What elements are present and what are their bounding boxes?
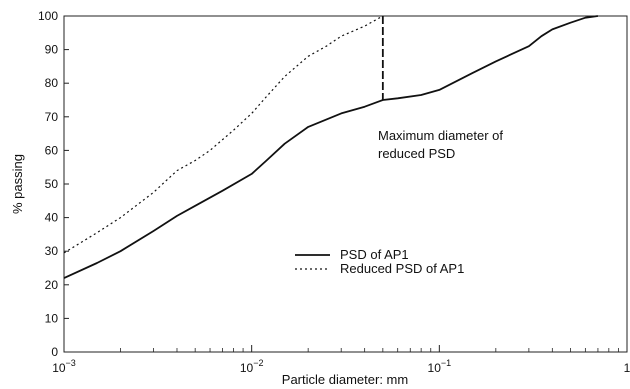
series-line-1 <box>63 15 599 279</box>
y-tick-label: 50 <box>45 177 59 191</box>
legend-label-psd: PSD of AP1 <box>340 247 409 262</box>
y-axis-ticks: 0 10 20 30 40 50 60 70 80 90 100 <box>38 9 69 359</box>
legend: PSD of AP1 Reduced PSD of AP1 <box>295 247 464 276</box>
y-tick-label: 0 <box>51 345 58 359</box>
x-axis-ticks: 10−3 10−2 10−1 1 <box>52 345 630 375</box>
x-tick-label: 10−1 <box>428 358 452 375</box>
y-tick-label: 40 <box>45 211 59 225</box>
y-tick-label: 80 <box>45 76 59 90</box>
series-line-2 <box>63 15 384 254</box>
x-axis-label: Particle diameter: mm <box>282 372 408 387</box>
y-tick-label: 100 <box>38 9 58 23</box>
annotation-line-1: Maximum diameter of <box>378 128 503 143</box>
x-tick-label: 10−2 <box>240 358 264 375</box>
y-axis-label: % passing <box>10 154 25 214</box>
plot-frame <box>63 15 628 353</box>
series-layer <box>63 15 599 279</box>
annotation-text: Maximum diameter of reduced PSD <box>378 128 507 161</box>
y-tick-label: 10 <box>45 311 59 325</box>
y-tick-label: 20 <box>45 278 59 292</box>
y-tick-label: 90 <box>45 43 59 57</box>
y-tick-label: 30 <box>45 244 59 258</box>
legend-label-reduced: Reduced PSD of AP1 <box>340 261 464 276</box>
y-tick-label: 60 <box>45 143 59 157</box>
annotation-line-2: reduced PSD <box>378 146 455 161</box>
x-tick-label: 1 <box>624 361 630 375</box>
y-tick-label: 70 <box>45 110 59 124</box>
x-tick-label: 10−3 <box>52 358 76 375</box>
